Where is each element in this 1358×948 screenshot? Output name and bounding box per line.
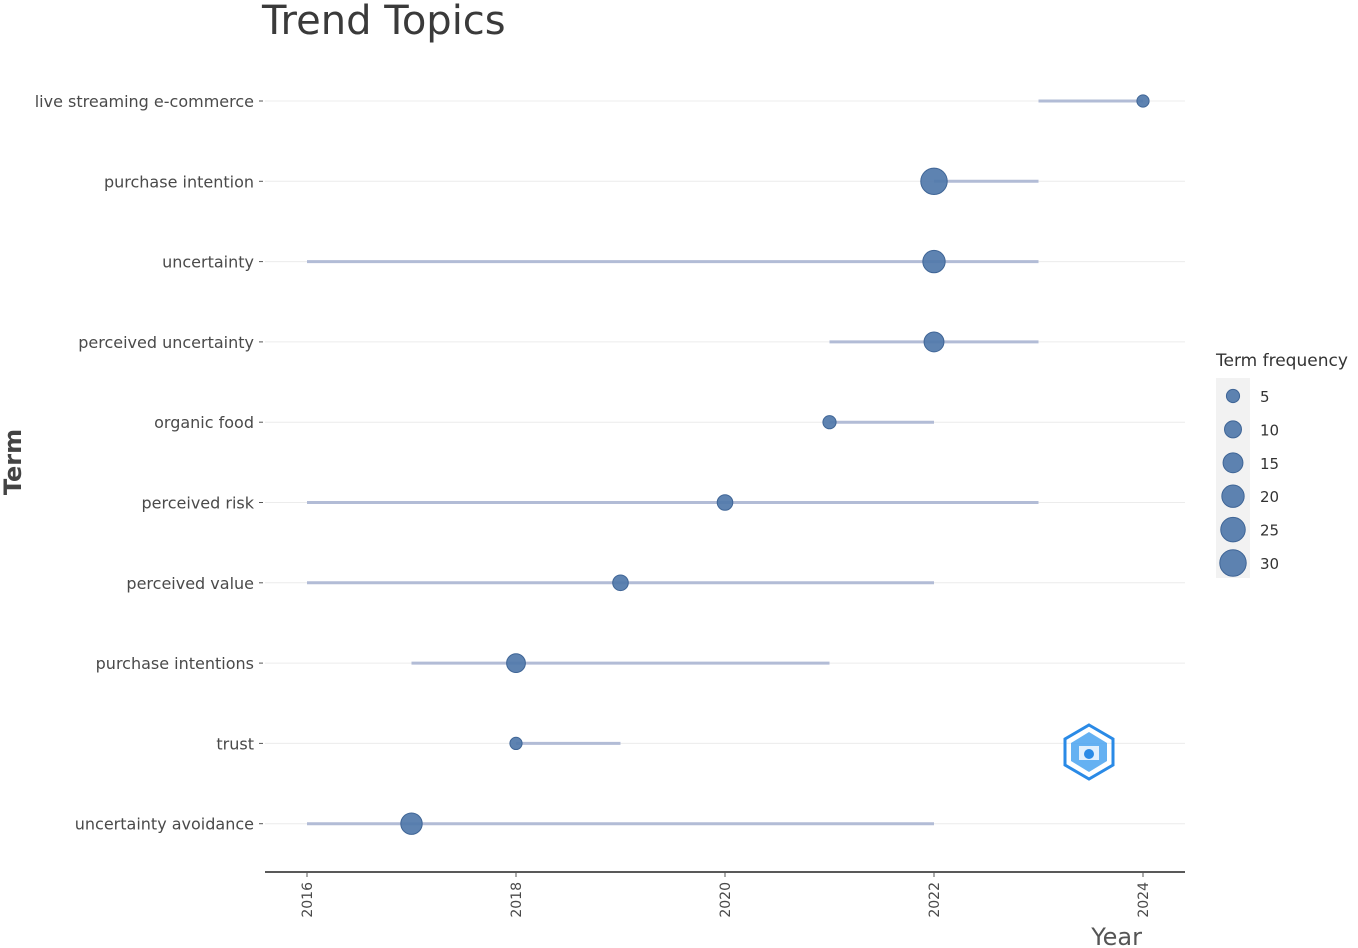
segments [307,99,1143,826]
chart-title: Trend Topics [261,0,506,44]
x-tick-label: 2016 [300,882,316,918]
x-axis: 2016 2018 2020 2022 2024 [265,871,1185,918]
term-label: perceived risk [142,494,255,513]
term-point [920,167,948,196]
gridlines [265,100,1185,825]
hexagon-logo-icon [1063,723,1115,781]
legend-size-marker [1224,420,1242,439]
x-tick-label: 2018 [509,882,525,918]
legend-size-marker [1219,549,1247,577]
term-label: organic food [154,413,254,432]
term-point [822,415,837,430]
term-point [922,249,946,274]
term-label: perceived value [126,574,254,593]
legend-size-marker [1222,452,1244,474]
y-axis: live streaming e-commerce purchase intent… [35,92,263,834]
term-point [400,812,423,835]
x-tick-label: 2022 [927,882,943,918]
legend-size-label: 15 [1260,455,1279,473]
legend-size-label: 20 [1260,488,1279,506]
legend: Term frequency 5 10 15 20 25 30 [1215,351,1348,578]
legend-size-label: 10 [1260,421,1279,439]
legend-size-marker [1225,388,1241,404]
term-point [509,736,523,751]
term-point [506,653,526,673]
term-label: live streaming e-commerce [35,92,254,111]
term-label: perceived uncertainty [78,333,254,352]
y-axis-title: Term [0,429,27,495]
term-point [1136,94,1150,108]
legend-size-label: 25 [1260,522,1279,540]
x-tick-label: 2024 [1136,882,1152,918]
term-point [716,494,734,511]
term-point [923,331,945,353]
x-axis-title: Year [1090,923,1142,948]
legend-key-background [1216,378,1250,578]
points [400,94,1150,835]
legend-size-label: 30 [1260,555,1279,573]
term-point [612,574,629,592]
legend-size-marker [1220,516,1246,543]
legend-title: Term frequency [1215,351,1348,371]
term-label: purchase intentions [96,654,254,673]
legend-size-marker [1221,484,1245,508]
term-label: uncertainty [162,253,254,272]
x-tick-label: 2020 [718,882,734,918]
term-label: uncertainty avoidance [75,815,254,834]
term-label: purchase intention [104,172,254,191]
term-label: trust [216,734,254,753]
legend-size-label: 5 [1260,388,1270,406]
